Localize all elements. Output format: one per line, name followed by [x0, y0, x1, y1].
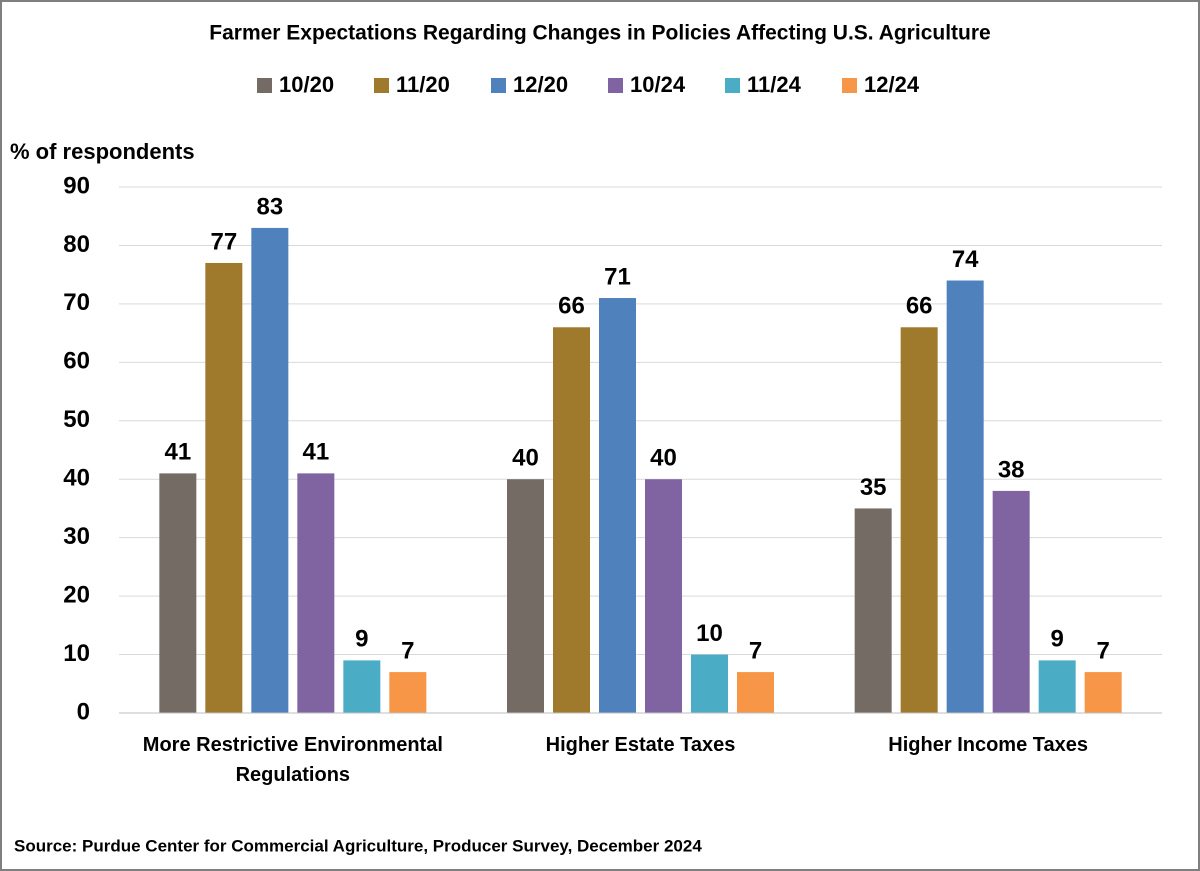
data-label: 66: [558, 293, 585, 320]
chart-title: Farmer Expectations Regarding Changes in…: [209, 22, 990, 45]
bar: [159, 473, 197, 713]
legend-label: 12/24: [864, 72, 920, 97]
x-tick-label: More Restrictive Environmental Regulatio…: [142, 734, 443, 786]
bar: [691, 654, 728, 713]
data-label: 38: [998, 456, 1025, 483]
y-tick-label: 90: [63, 172, 90, 199]
y-axis-label: % of respondents: [10, 139, 195, 164]
bar: [854, 508, 892, 713]
bar: [1084, 672, 1122, 713]
y-tick-label: 20: [63, 581, 90, 608]
bar: [205, 262, 243, 713]
legend-label: 11/20: [396, 72, 450, 97]
legend-label: 12/20: [513, 72, 568, 97]
data-label: 41: [164, 439, 191, 466]
bar: [992, 490, 1030, 713]
data-label: 7: [401, 637, 414, 664]
bar: [251, 227, 289, 713]
y-tick-label: 0: [77, 698, 90, 725]
y-tick-label: 10: [63, 640, 90, 667]
source-note: Source: Purdue Center for Commercial Agr…: [14, 836, 702, 855]
bar: [507, 479, 544, 713]
y-tick-label: 40: [63, 465, 90, 492]
bar: [389, 672, 427, 713]
bar: [343, 660, 381, 713]
legend-swatch: [608, 78, 623, 93]
bar: [900, 327, 938, 713]
data-label: 83: [256, 193, 283, 220]
x-tick-label: Higher Income Taxes: [888, 734, 1088, 756]
bar: [737, 672, 774, 713]
legend-swatch: [842, 78, 857, 93]
legend-label: 10/20: [279, 72, 334, 97]
bar: [645, 479, 682, 713]
bar: [599, 298, 636, 713]
bar: [946, 280, 984, 713]
data-label: 35: [860, 474, 887, 501]
data-label: 74: [952, 246, 979, 273]
x-tick-label: Higher Estate Taxes: [545, 734, 736, 756]
data-label: 7: [1096, 637, 1109, 664]
y-tick-label: 80: [63, 231, 90, 258]
legend-swatch: [257, 78, 272, 93]
legend-swatch: [491, 78, 506, 93]
data-label: 9: [355, 626, 368, 653]
legend-swatch: [725, 78, 740, 93]
bar: [297, 473, 335, 713]
data-label: 7: [749, 637, 762, 664]
data-label: 66: [906, 293, 933, 320]
data-label: 40: [512, 445, 539, 472]
data-label: 10: [696, 620, 723, 647]
y-tick-label: 60: [63, 348, 90, 375]
legend-label: 10/24: [630, 72, 686, 97]
bar: [1038, 660, 1076, 713]
data-label: 40: [650, 445, 677, 472]
data-label: 41: [302, 439, 329, 466]
bar: [553, 327, 590, 713]
data-label: 77: [210, 228, 237, 255]
y-tick-label: 70: [63, 289, 90, 316]
legend-label: 11/24: [747, 72, 802, 97]
data-label: 71: [604, 263, 631, 290]
data-label: 9: [1050, 626, 1063, 653]
y-tick-label: 30: [63, 523, 90, 550]
legend-swatch: [374, 78, 389, 93]
y-tick-label: 50: [63, 406, 90, 433]
